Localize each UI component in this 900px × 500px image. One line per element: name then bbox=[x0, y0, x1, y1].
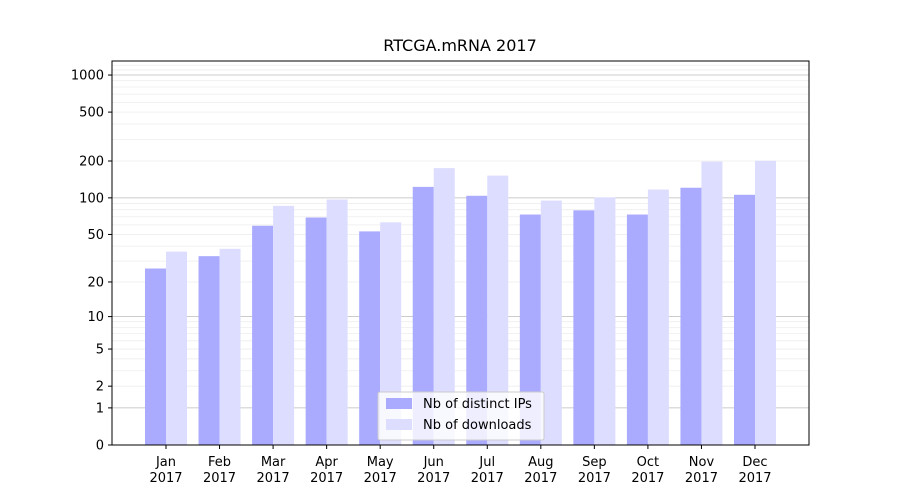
bar-distinct-ips bbox=[359, 231, 381, 445]
x-tick-label: Jun 2017 bbox=[417, 455, 450, 486]
bar-distinct-ips bbox=[734, 194, 755, 445]
y-tick-label: 5 bbox=[96, 343, 104, 358]
bar-downloads bbox=[273, 205, 295, 445]
bar-downloads bbox=[540, 200, 562, 445]
x-tick-label: Mar 2017 bbox=[257, 455, 290, 486]
bar-distinct-ips bbox=[519, 214, 541, 445]
bar-downloads bbox=[594, 197, 616, 445]
bar-downloads bbox=[219, 248, 241, 445]
x-tick-label: Apr 2017 bbox=[310, 455, 343, 486]
bar-distinct-ips bbox=[145, 268, 166, 445]
x-tick-label: Nov 2017 bbox=[685, 455, 718, 486]
y-tick-label: 10 bbox=[87, 310, 104, 325]
bar-downloads bbox=[433, 168, 455, 446]
legend-label-downloads: Nb of downloads bbox=[423, 418, 532, 433]
legend-swatch-downloads bbox=[386, 419, 412, 430]
x-tick-label: Aug 2017 bbox=[524, 455, 557, 486]
x-tick-label: May 2017 bbox=[364, 455, 397, 486]
x-tick-label: Feb 2017 bbox=[203, 455, 236, 486]
bar-distinct-ips bbox=[198, 256, 220, 445]
bar-distinct-ips bbox=[573, 210, 595, 445]
bar-distinct-ips bbox=[466, 195, 488, 445]
bars bbox=[145, 160, 776, 446]
bar-distinct-ips bbox=[412, 186, 434, 446]
x-tick-label: Jan 2017 bbox=[149, 455, 182, 486]
x-tick-label: Jul 2017 bbox=[471, 455, 504, 486]
bar-downloads bbox=[755, 160, 776, 446]
plot-frame bbox=[111, 60, 810, 446]
x-tick-label: Sep 2017 bbox=[578, 455, 611, 486]
x-tick-label: Oct 2017 bbox=[631, 455, 664, 486]
bar-downloads bbox=[326, 199, 348, 445]
bar-downloads bbox=[166, 251, 187, 445]
y-tick-label: 500 bbox=[79, 106, 104, 121]
y-tick-label: 20 bbox=[87, 275, 104, 290]
y-axis: 0 1 2 5 10 20 50 100 200 500 1000 bbox=[71, 69, 112, 454]
y-tick-label: 0 bbox=[96, 439, 104, 454]
chart-title: RTCGA.mRNA 2017 bbox=[383, 36, 537, 55]
bar-distinct-ips bbox=[626, 214, 648, 445]
bar-downloads bbox=[701, 161, 723, 446]
legend-label-distinct-ips: Nb of distinct IPs bbox=[423, 397, 532, 412]
y-tick-label: 2 bbox=[96, 380, 104, 395]
legend-box bbox=[377, 391, 545, 441]
y-tick-label: 50 bbox=[87, 228, 104, 243]
x-tick-label: Dec 2017 bbox=[738, 455, 771, 486]
legend: Nb of distinct IPs Nb of downloads bbox=[377, 391, 545, 441]
bar-downloads bbox=[647, 189, 669, 445]
y-tick-label: 200 bbox=[79, 155, 104, 170]
bar-distinct-ips bbox=[252, 225, 274, 445]
y-tick-label: 1 bbox=[96, 401, 104, 416]
x-axis: Jan 2017 Feb 2017 Mar 2017 Apr 2017 May 2017 Jun 20… bbox=[149, 445, 772, 486]
bar-downloads bbox=[380, 222, 402, 445]
y-tick-label: 1000 bbox=[71, 69, 104, 84]
legend-swatch-distinct-ips bbox=[386, 398, 412, 409]
bar-distinct-ips bbox=[305, 217, 327, 445]
bar-distinct-ips bbox=[680, 187, 702, 445]
y-tick-label: 100 bbox=[79, 191, 104, 206]
bar-downloads bbox=[487, 175, 509, 446]
